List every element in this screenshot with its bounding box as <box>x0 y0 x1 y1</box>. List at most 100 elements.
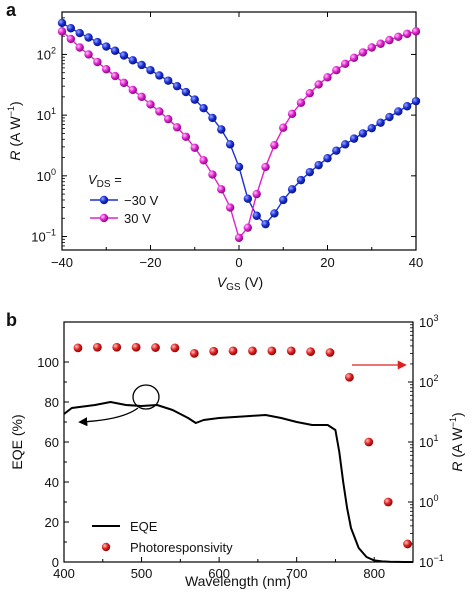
data-point-photoresponsivity <box>383 497 393 507</box>
data-point-30-v <box>137 92 146 102</box>
data-point-30-v <box>234 233 244 243</box>
eqe-axis-arrow <box>78 407 139 427</box>
panel-a-y-axis-label: R (A W−1) <box>6 101 23 160</box>
data-point-30-v <box>323 154 332 163</box>
data-point-30-v <box>261 219 270 229</box>
y-label-sup: −1 <box>6 106 16 116</box>
data-point-30-v <box>57 18 67 28</box>
y-label-unit: (A W <box>7 116 23 151</box>
data-point-30-v <box>57 27 67 36</box>
data-point-30-v <box>411 96 421 106</box>
data-point-30-v <box>128 56 137 65</box>
data-point-30-v <box>137 60 146 70</box>
data-point-photoresponsivity <box>112 342 122 352</box>
x-tick-label: 400 <box>53 566 75 581</box>
x-tick-label: 700 <box>286 566 308 581</box>
left-y-tick-label: 100 <box>37 355 59 370</box>
data-point-photoresponsivity <box>345 372 354 382</box>
right-y-tick-label: 101 <box>419 433 438 450</box>
right-y-tick-label: 10−1 <box>419 553 444 570</box>
y-tick-label-exp: 0 <box>51 167 56 177</box>
data-point-30-v <box>252 189 261 199</box>
left-y-tick-label: 80 <box>45 395 59 410</box>
data-point-30-v <box>341 140 350 149</box>
legend-label-eqe: EQE <box>130 519 158 534</box>
data-point-30-v <box>287 185 297 194</box>
data-point-30-v <box>172 81 182 91</box>
data-point-30-v <box>128 85 137 95</box>
data-point-30-v <box>243 194 253 203</box>
data-point-30-v <box>314 80 323 89</box>
data-point-30-v <box>402 29 412 39</box>
x-label-unit: (V) <box>241 274 264 290</box>
x-tick-label: 20 <box>320 255 334 270</box>
data-point-30-v <box>287 109 297 119</box>
x-label-main: V <box>217 274 228 290</box>
data-point-30-v <box>164 114 173 124</box>
panel-a-legend: VDS = −30 V 30 V <box>88 172 159 226</box>
data-point-30-v <box>332 146 341 155</box>
right-y-label-main: R <box>449 462 465 472</box>
data-point-30-v <box>190 143 199 152</box>
y-tick-label-exp: 2 <box>51 45 56 55</box>
legend-marker-neg30v <box>99 195 109 205</box>
panel-a-x-ticks: −40 −20 0 20 40 <box>51 12 423 270</box>
panel-b-legend: EQE Photoresponsivity <box>92 519 233 555</box>
data-point-30-v <box>84 33 93 42</box>
data-point-30-v <box>234 162 244 172</box>
data-point-photoresponsivity <box>151 343 160 352</box>
data-point-photoresponsivity <box>325 348 335 357</box>
right-y-tick-label-base: 10 <box>419 555 433 570</box>
legend-marker-30v <box>99 213 109 223</box>
data-point-30-v <box>261 162 270 172</box>
data-point-30-v <box>323 73 332 82</box>
right-y-tick-label-base: 10 <box>419 315 433 330</box>
eqe-annotation-ellipse <box>132 384 160 410</box>
data-point-30-v <box>199 156 208 165</box>
panel-b-right-y-axis-label: R (A W−1) <box>448 412 465 471</box>
data-point-photoresponsivity <box>170 343 180 353</box>
data-point-30-v <box>243 223 253 232</box>
data-point-photoresponsivity <box>189 348 199 358</box>
y-tick-label: 101 <box>37 106 56 123</box>
y-tick-label-exp: 1 <box>51 106 56 116</box>
panel-b-eqe-line <box>63 401 413 563</box>
data-point-30-v <box>314 160 323 170</box>
data-point-30-v <box>110 46 120 55</box>
x-tick-label: 500 <box>131 566 153 581</box>
data-point-30-v <box>305 167 314 177</box>
data-point-30-v <box>279 195 288 205</box>
data-point-30-v <box>332 65 341 75</box>
right-y-tick-label-exp: 0 <box>433 493 438 503</box>
panel-a-x-axis-label: VGS (V) <box>217 274 263 293</box>
x-tick-label: −20 <box>139 255 161 270</box>
left-y-tick-label: 0 <box>52 555 59 570</box>
y-tick-label: 100 <box>37 167 56 184</box>
data-point-30-v <box>296 98 306 107</box>
data-point-30-v <box>296 175 306 185</box>
right-y-tick-label-exp: 3 <box>433 313 438 323</box>
right-y-tick-label-base: 10 <box>419 495 433 510</box>
left-y-tick-label: 60 <box>45 435 59 450</box>
right-y-tick-label-exp: −1 <box>433 553 443 563</box>
data-point-30-v <box>305 88 314 98</box>
data-point-30-v <box>102 42 111 51</box>
data-point-photoresponsivity <box>403 539 412 549</box>
legend-title-suffix: = <box>111 172 122 187</box>
data-point-30-v <box>199 104 208 113</box>
x-tick-label: 0 <box>235 255 242 270</box>
panel-b-x-ticks: 400 500 600 700 800 <box>53 557 385 581</box>
right-y-label-sup: −1 <box>448 417 458 427</box>
y-tick-label: 10−1 <box>31 228 56 245</box>
legend-title: VDS = <box>88 172 122 190</box>
data-point-30-v <box>341 59 350 69</box>
data-point-30-v <box>217 185 226 194</box>
data-point-30-v <box>164 76 173 85</box>
data-point-30-v <box>376 39 385 48</box>
data-point-30-v <box>119 51 129 60</box>
y-tick-label-base: 10 <box>37 169 51 184</box>
panel-b-photoresponsivity-points <box>73 342 412 549</box>
data-point-30-v <box>66 34 76 44</box>
legend-label-30v: 30 V <box>124 211 151 226</box>
data-point-photoresponsivity <box>248 346 257 356</box>
